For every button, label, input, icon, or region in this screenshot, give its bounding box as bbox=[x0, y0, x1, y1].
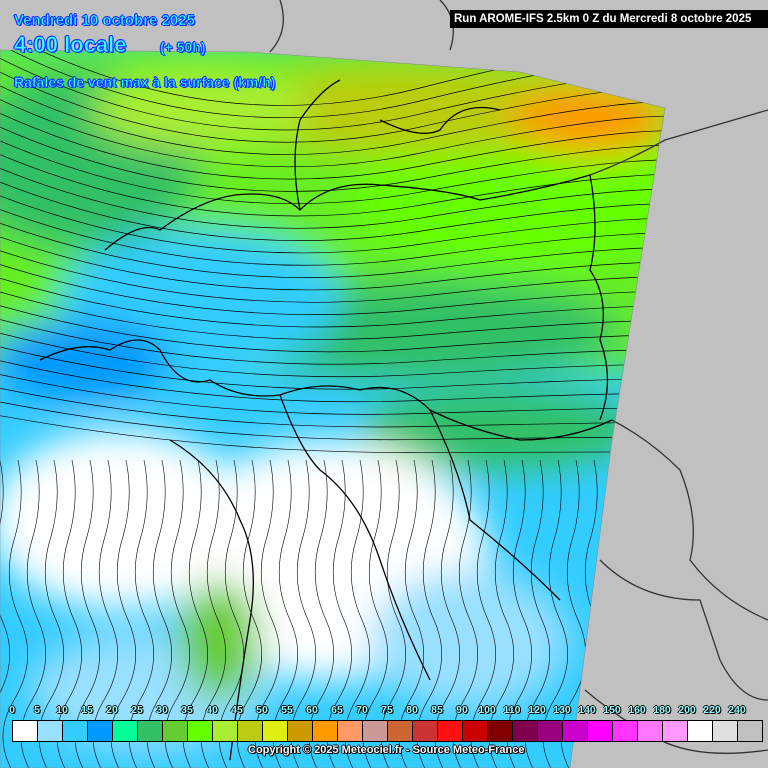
color-legend bbox=[12, 720, 763, 742]
forecast-time: 4:00 locale bbox=[14, 32, 127, 58]
streamline bbox=[0, 215, 665, 278]
legend-swatch bbox=[663, 721, 688, 741]
legend-swatch bbox=[213, 721, 238, 741]
legend-label: 120 bbox=[528, 704, 546, 716]
streamline bbox=[0, 75, 665, 155]
legend-labels: 0 5 10 15 20 25 30 35 40 45 50 55 60 65 70 75 80 85 90 100 1… bbox=[0, 704, 768, 718]
legend-swatch bbox=[563, 721, 588, 741]
streamline bbox=[0, 159, 665, 229]
legend-label: 0 bbox=[9, 704, 15, 716]
legend-label: 85 bbox=[431, 704, 443, 716]
legend-swatch bbox=[638, 721, 663, 741]
legend-swatch bbox=[13, 721, 38, 741]
legend-label: 100 bbox=[478, 704, 496, 716]
streamline bbox=[0, 187, 665, 254]
legend-label: 110 bbox=[503, 704, 521, 716]
legend-label: 50 bbox=[256, 704, 268, 716]
streamline bbox=[0, 103, 665, 180]
streamline bbox=[0, 459, 10, 768]
legend-label: 180 bbox=[653, 704, 671, 716]
legend-swatch bbox=[188, 721, 213, 741]
legend-swatch bbox=[38, 721, 63, 741]
legend-swatch bbox=[163, 721, 188, 741]
legend-label: 15 bbox=[81, 704, 93, 716]
legend-label: 220 bbox=[703, 704, 721, 716]
legend-swatch bbox=[538, 721, 563, 741]
legend-swatch bbox=[388, 721, 413, 741]
legend-swatch bbox=[63, 721, 88, 741]
streamline bbox=[0, 50, 665, 106]
legend-swatch bbox=[238, 721, 263, 741]
legend-label: 55 bbox=[281, 704, 293, 716]
legend-label: 10 bbox=[56, 704, 68, 716]
streamline bbox=[0, 229, 665, 291]
streamline bbox=[0, 243, 665, 303]
legend-label: 130 bbox=[553, 704, 571, 716]
streamline bbox=[0, 131, 665, 205]
streamline bbox=[0, 173, 665, 241]
legend-swatch bbox=[488, 721, 513, 741]
legend-label: 5 bbox=[34, 704, 40, 716]
streamline bbox=[0, 201, 665, 266]
legend-swatch bbox=[613, 721, 638, 741]
streamline bbox=[2, 459, 28, 768]
legend-label: 60 bbox=[306, 704, 318, 716]
legend-swatch bbox=[463, 721, 488, 741]
borders bbox=[39, 79, 613, 761]
legend-swatch bbox=[113, 721, 138, 741]
streamline bbox=[0, 257, 665, 316]
legend-label: 200 bbox=[678, 704, 696, 716]
run-info: Run AROME-IFS 2.5km 0 Z du Mercredi 8 oc… bbox=[450, 10, 768, 28]
legend-swatch bbox=[313, 721, 338, 741]
lead-time: (+ 50h) bbox=[160, 39, 206, 56]
legend-swatch bbox=[588, 721, 613, 741]
coastline-border bbox=[104, 174, 609, 421]
legend-label: 140 bbox=[578, 704, 596, 716]
outside-borders bbox=[269, 0, 768, 754]
legend-swatch bbox=[513, 721, 538, 741]
legend-label: 25 bbox=[131, 704, 143, 716]
legend-swatch bbox=[338, 721, 363, 741]
forecast-date: Vendredi 10 octobre 2025 bbox=[14, 12, 196, 30]
legend-swatch bbox=[263, 721, 288, 741]
copyright: Copyright © 2025 Meteociel.fr - Source M… bbox=[248, 744, 525, 756]
legend-swatch bbox=[413, 721, 438, 741]
legend-label: 90 bbox=[456, 704, 468, 716]
legend-swatch bbox=[738, 721, 762, 741]
legend-label: 40 bbox=[206, 704, 218, 716]
legend-swatch bbox=[88, 721, 113, 741]
legend-label: 35 bbox=[181, 704, 193, 716]
parameter-title: Rafales de vent max à la surface (km/h) bbox=[14, 74, 276, 91]
streamline bbox=[0, 145, 665, 217]
legend-label: 150 bbox=[603, 704, 621, 716]
streamline bbox=[0, 117, 665, 192]
streamline bbox=[0, 89, 665, 168]
legend-swatch bbox=[688, 721, 713, 741]
legend-label: 80 bbox=[406, 704, 418, 716]
legend-swatch bbox=[138, 721, 163, 741]
legend-label: 75 bbox=[381, 704, 393, 716]
legend-label: 45 bbox=[231, 704, 243, 716]
legend-label: 160 bbox=[628, 704, 646, 716]
legend-label: 70 bbox=[356, 704, 368, 716]
legend-label: 65 bbox=[331, 704, 343, 716]
legend-swatch bbox=[363, 721, 388, 741]
legend-swatch bbox=[288, 721, 313, 741]
legend-label: 240 bbox=[728, 704, 746, 716]
legend-label: 20 bbox=[106, 704, 118, 716]
legend-label: 30 bbox=[156, 704, 168, 716]
legend-swatch bbox=[713, 721, 738, 741]
legend-swatch bbox=[438, 721, 463, 741]
